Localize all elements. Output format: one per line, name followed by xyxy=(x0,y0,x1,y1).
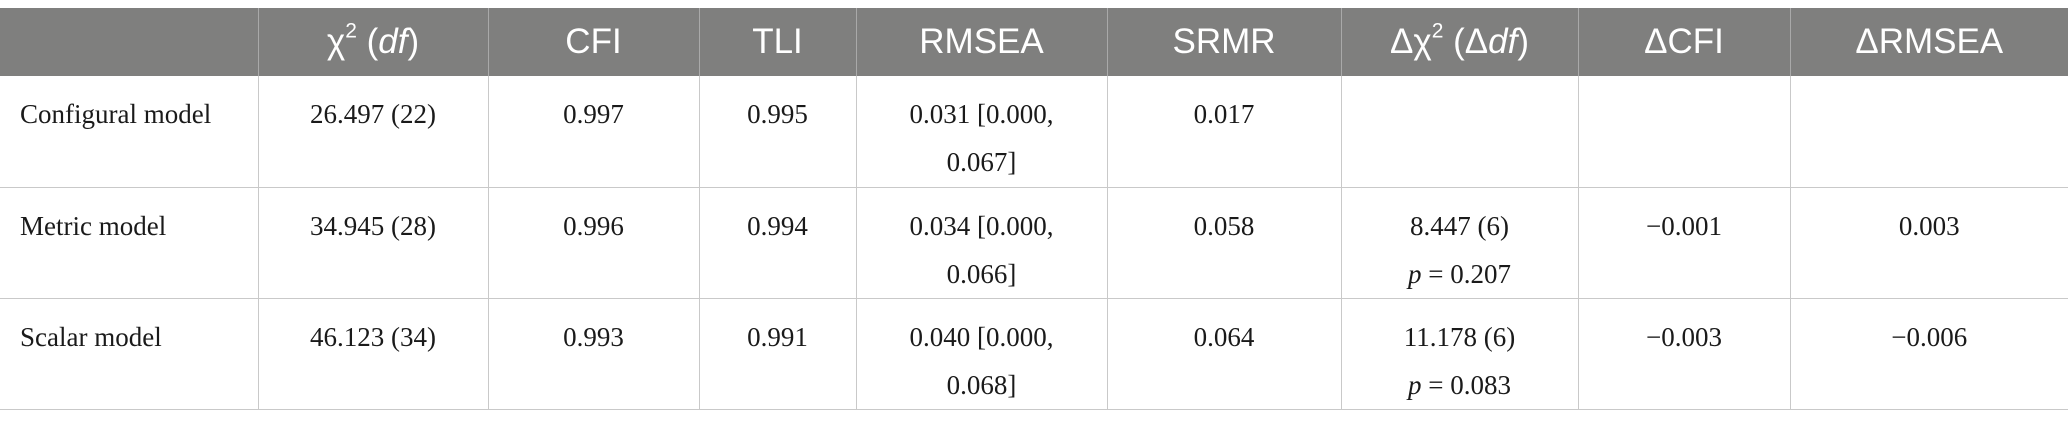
delta-chi-value: 11.178 (6) xyxy=(1403,321,1516,352)
cell-delta-rmsea xyxy=(1789,76,2068,188)
rmsea-line-2: 0.067] xyxy=(946,147,1017,177)
table-row-scalar: Scalar model 46.123 (34) 0.993 0.991 0.0… xyxy=(0,298,2068,410)
chi-df-open: ( xyxy=(356,22,379,61)
cell-tli: 0.995 xyxy=(698,76,856,188)
header-delta-cfi: ΔCFI xyxy=(1577,8,1790,76)
cell-cfi: 0.993 xyxy=(487,298,699,410)
cell-rmsea: 0.031 [0.000, 0.067] xyxy=(855,76,1107,188)
header-cfi: CFI xyxy=(487,8,699,76)
header-tli: TLI xyxy=(698,8,856,76)
cell-chi-square: 34.945 (28) xyxy=(257,187,488,299)
header-row: χ2 (df) CFI TLI RMSEA SRMR Δχ2 (Δdf) ΔCF… xyxy=(0,8,2068,76)
cell-srmr: 0.017 xyxy=(1106,76,1341,188)
chi-symbol: χ xyxy=(326,22,346,61)
cell-delta-chi-square: 11.178 (6) p = 0.083 xyxy=(1340,298,1578,410)
delta-chi-df-close: ) xyxy=(1517,22,1530,61)
cell-srmr: 0.058 xyxy=(1106,187,1341,299)
cell-rmsea: 0.034 [0.000, 0.066] xyxy=(855,187,1107,299)
cell-rmsea: 0.040 [0.000, 0.068] xyxy=(855,298,1107,410)
chi-superscript: 2 xyxy=(345,19,357,43)
cell-delta-chi-square: 8.447 (6) p = 0.207 xyxy=(1340,187,1578,299)
delta-chi-value: 8.447 (6) xyxy=(1410,210,1509,241)
delta-chi-symbol: Δχ xyxy=(1389,22,1432,61)
chi-df-close: ) xyxy=(407,22,420,61)
table-body: Configural model 26.497 (22) 0.997 0.995… xyxy=(0,76,2068,410)
table-row-metric: Metric model 34.945 (28) 0.996 0.994 0.0… xyxy=(0,187,2068,299)
header-delta-chi-square: Δχ2 (Δdf) xyxy=(1340,8,1578,76)
cell-model: Scalar model xyxy=(0,298,258,410)
table-header: χ2 (df) CFI TLI RMSEA SRMR Δχ2 (Δdf) ΔCF… xyxy=(0,8,2068,76)
fit-indices-table: χ2 (df) CFI TLI RMSEA SRMR Δχ2 (Δdf) ΔCF… xyxy=(0,8,2068,410)
table-row-configural: Configural model 26.497 (22) 0.997 0.995… xyxy=(0,76,2068,188)
delta-chi-df: df xyxy=(1488,22,1518,61)
rmsea-line-2: 0.068] xyxy=(946,369,1017,400)
cell-cfi: 0.997 xyxy=(487,76,699,188)
rmsea-line-1: 0.031 [0.000, xyxy=(909,99,1054,129)
header-chi-square: χ2 (df) xyxy=(257,8,488,76)
chi-df: df xyxy=(378,22,408,61)
p-label: p xyxy=(1408,258,1422,289)
cell-delta-cfi xyxy=(1577,76,1790,188)
header-delta-rmsea: ΔRMSEA xyxy=(1789,8,2068,76)
rmsea-line-1: 0.040 [0.000, xyxy=(909,321,1054,352)
p-value-line: p = 0.207 xyxy=(1350,250,1570,298)
delta-chi-df-open: (Δ xyxy=(1443,22,1489,61)
p-value: = 0.207 xyxy=(1421,258,1511,289)
p-value-line: p = 0.083 xyxy=(1350,361,1570,409)
cell-delta-rmsea: 0.003 xyxy=(1789,187,2068,299)
cell-model: Metric model xyxy=(0,187,258,299)
delta-chi-superscript: 2 xyxy=(1431,19,1444,43)
cell-srmr: 0.064 xyxy=(1106,298,1341,410)
header-srmr: SRMR xyxy=(1106,8,1341,76)
cell-delta-cfi: −0.001 xyxy=(1577,187,1790,299)
p-value: = 0.083 xyxy=(1421,369,1511,400)
header-rmsea: RMSEA xyxy=(855,8,1107,76)
header-model xyxy=(0,8,258,76)
cell-model: Configural model xyxy=(0,76,258,188)
rmsea-line-1: 0.034 [0.000, xyxy=(909,210,1054,241)
cell-delta-rmsea: −0.006 xyxy=(1789,298,2068,410)
cell-delta-chi-square xyxy=(1340,76,1578,188)
cell-chi-square: 26.497 (22) xyxy=(257,76,488,188)
rmsea-line-2: 0.066] xyxy=(946,258,1017,289)
cell-chi-square: 46.123 (34) xyxy=(257,298,488,410)
cell-tli: 0.994 xyxy=(698,187,856,299)
cell-delta-cfi: −0.003 xyxy=(1577,298,1790,410)
cell-tli: 0.991 xyxy=(698,298,856,410)
p-label: p xyxy=(1408,369,1422,400)
cell-cfi: 0.996 xyxy=(487,187,699,299)
